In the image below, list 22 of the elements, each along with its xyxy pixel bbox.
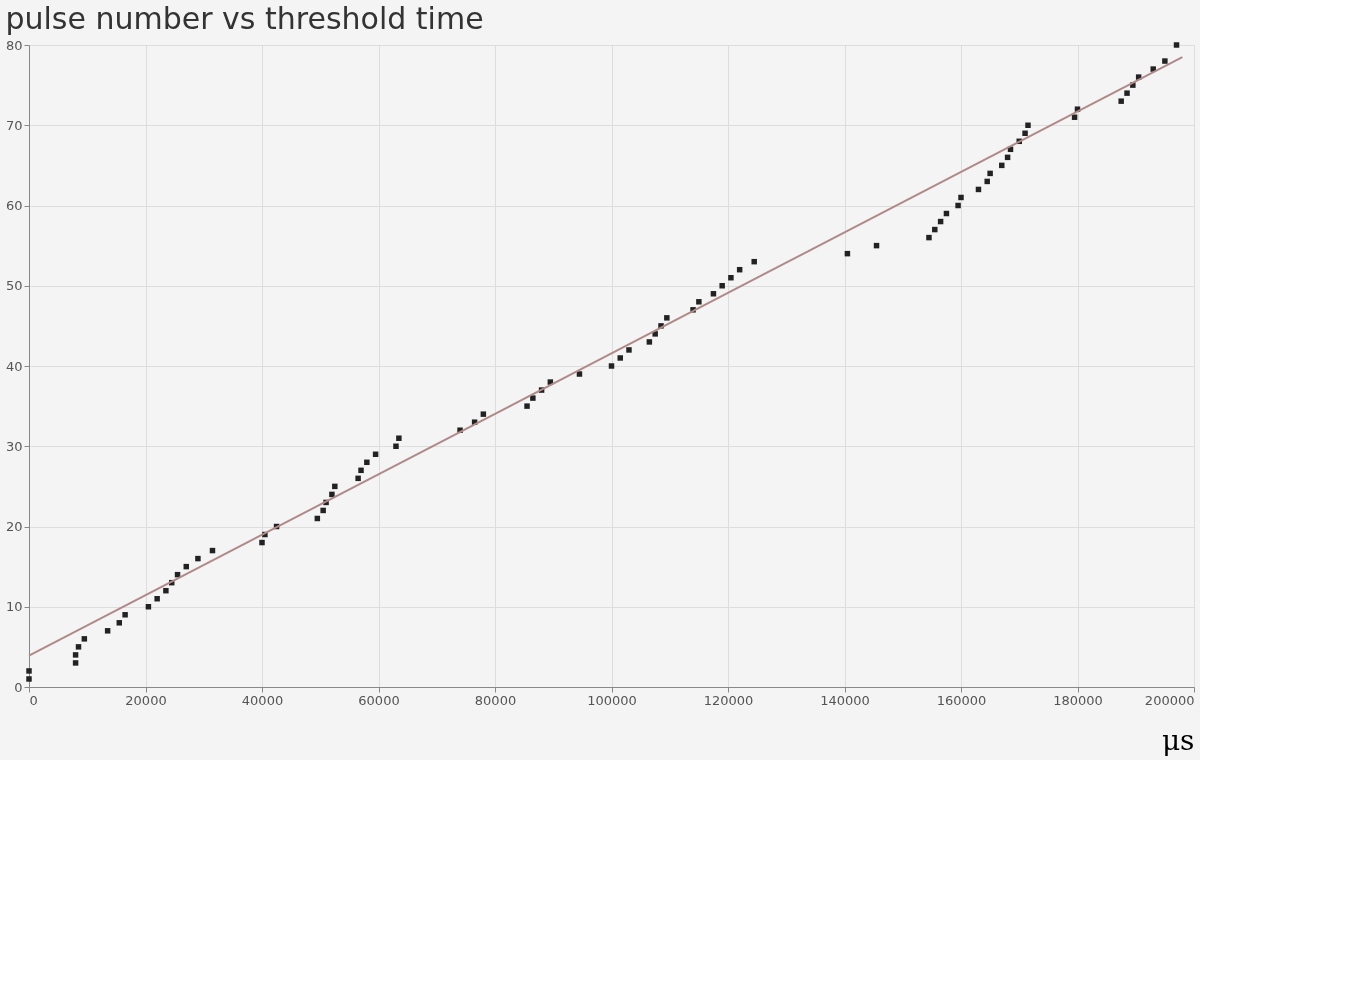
y-tick-label: 80 [5, 37, 23, 53]
y-tick-label: 20 [5, 519, 23, 534]
x-tick-label: 140000 [820, 692, 870, 708]
x-tick-label: 160000 [936, 692, 987, 708]
y-tick-label: 30 [5, 438, 23, 454]
x-tick-label: 0 [29, 692, 38, 708]
y-tick-label: 10 [5, 599, 23, 615]
x-tick-label: 180000 [1053, 692, 1103, 708]
chart-title: pulse number vs threshold time [5, 1, 484, 36]
x-tick-label: 200000 [1144, 692, 1195, 708]
y-tick-label: 40 [5, 358, 23, 374]
x-tick-label: 80000 [474, 692, 517, 708]
x-tick-label: 120000 [703, 692, 754, 708]
y-tick-label: 70 [5, 117, 23, 133]
y-tick-label: 60 [5, 198, 23, 213]
x-tick-label: 40000 [241, 692, 284, 708]
x-tick-label: 60000 [358, 692, 400, 708]
x-tick-label: 20000 [125, 692, 167, 708]
x-axis-title: μs [1161, 723, 1195, 757]
x-tick-label: 100000 [587, 692, 637, 708]
y-tick-label: 0 [14, 679, 23, 695]
y-tick-label: 50 [5, 278, 23, 294]
